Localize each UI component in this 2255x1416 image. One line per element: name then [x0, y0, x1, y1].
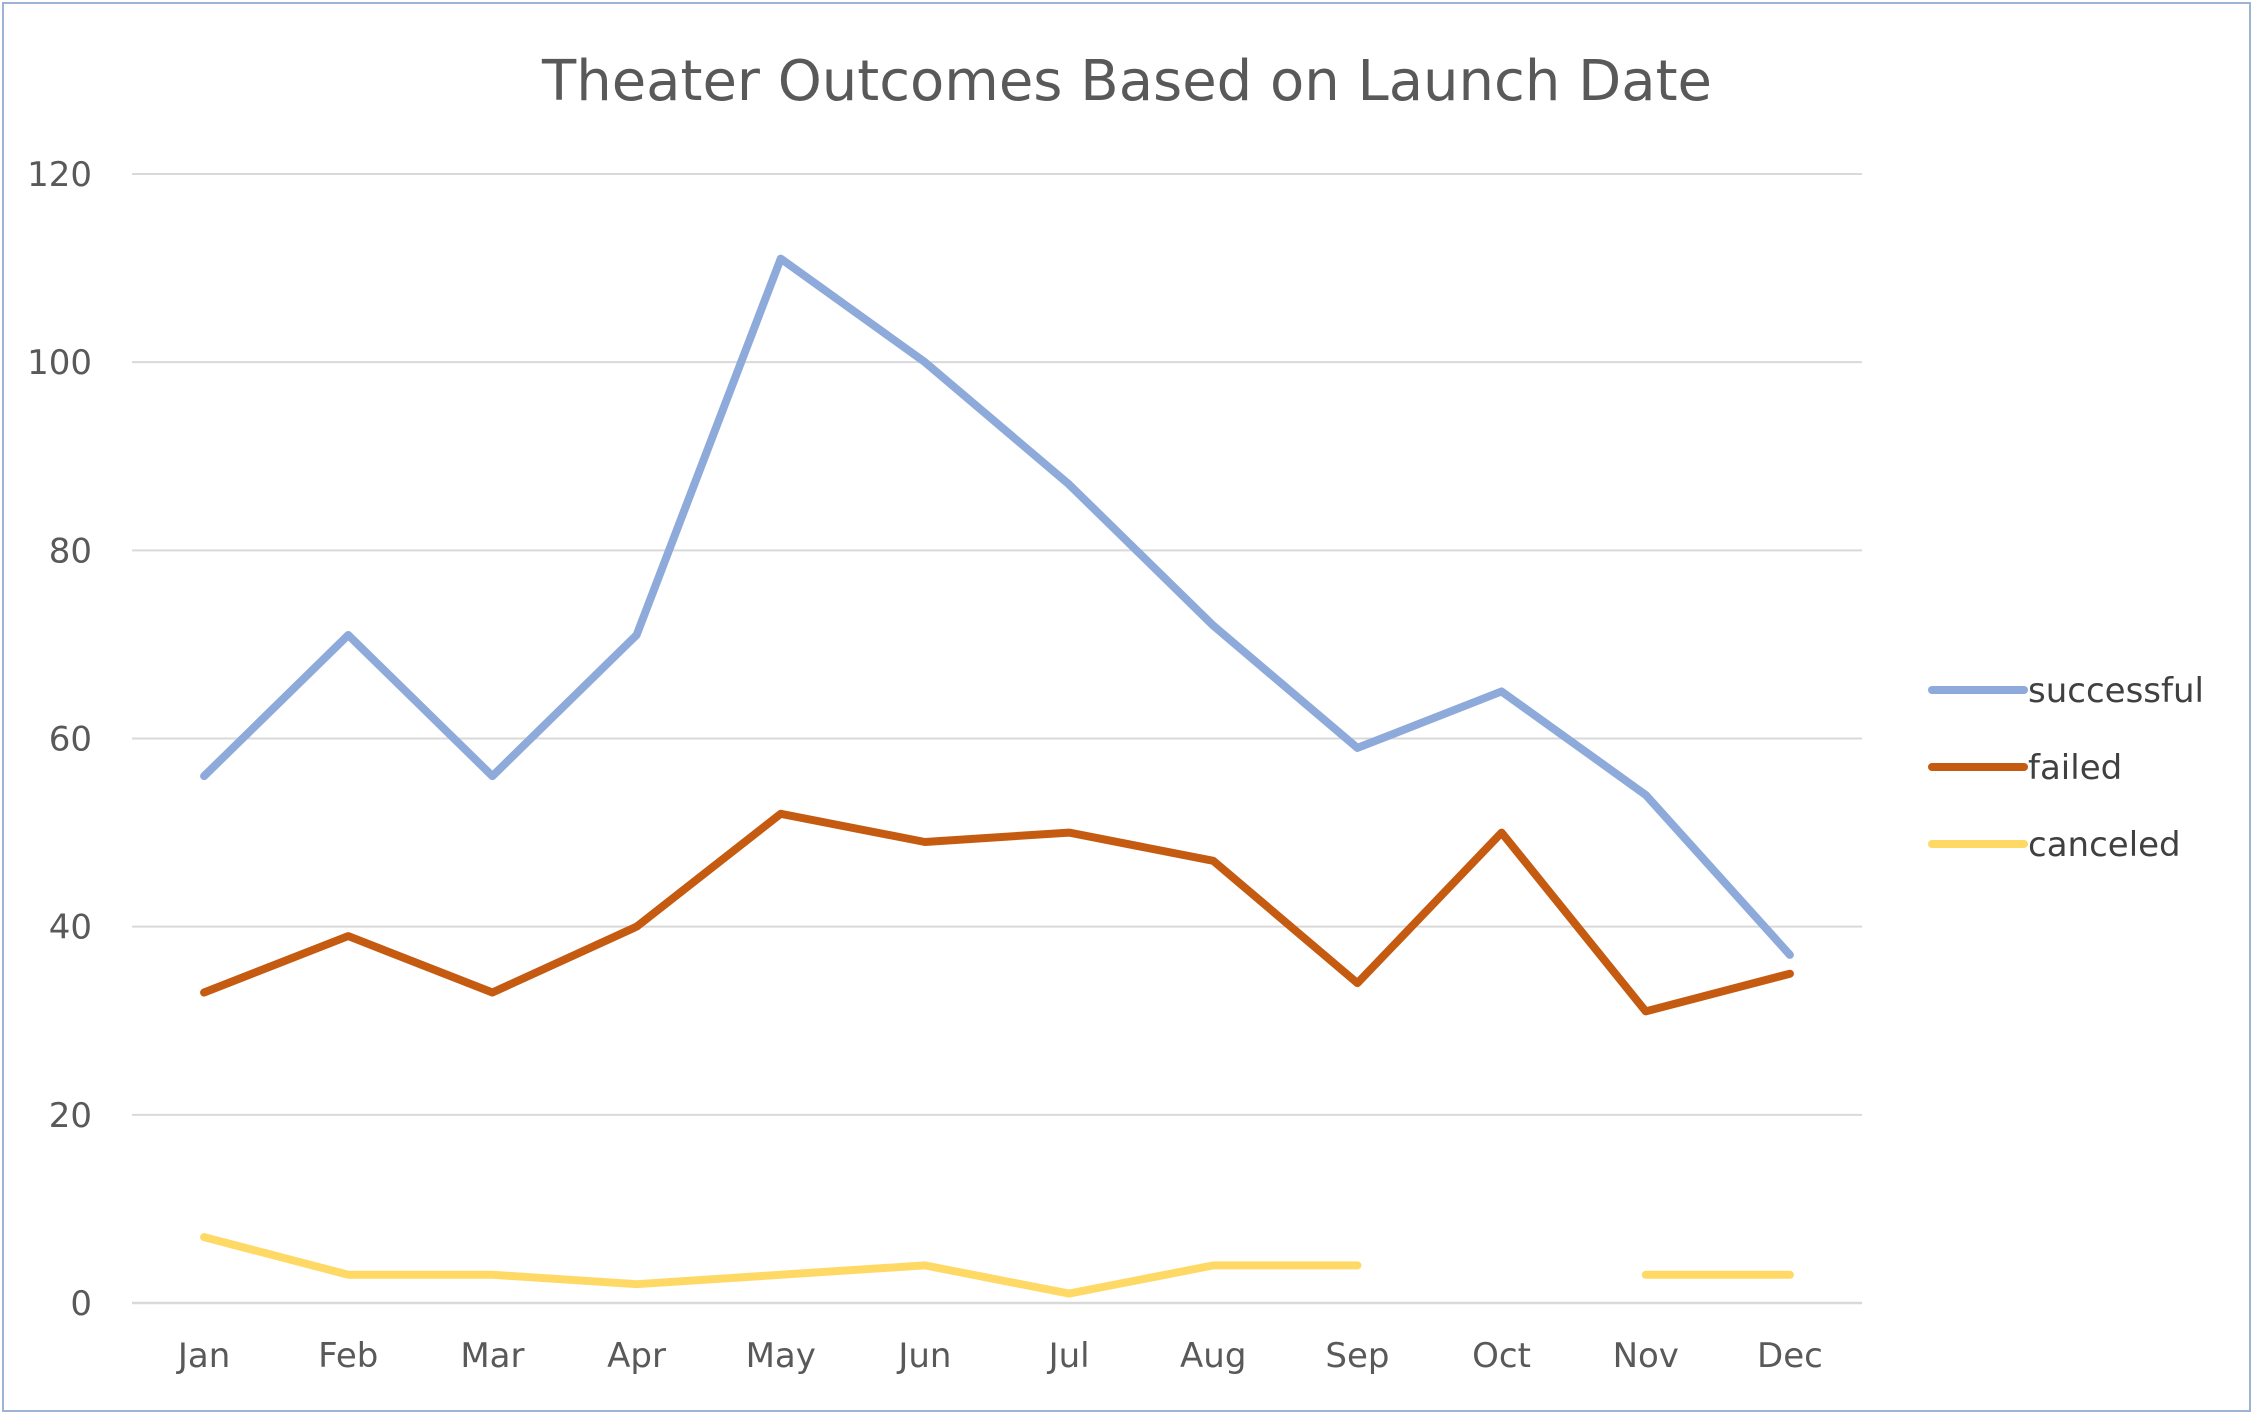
gridlines	[132, 173, 1862, 1305]
legend-label-failed: failed	[2028, 748, 2122, 788]
series-lines	[200, 254, 1794, 1298]
x-tick-label: Oct	[1472, 1336, 1531, 1376]
y-tick-label: 20	[49, 1096, 92, 1136]
series-line-successful	[200, 254, 1794, 959]
x-tick-label: Aug	[1180, 1336, 1246, 1376]
x-tick-label: Jun	[896, 1336, 951, 1376]
y-tick-label: 60	[49, 720, 92, 760]
x-tick-label: May	[746, 1336, 816, 1376]
y-tick-label: 100	[27, 343, 92, 383]
x-tick-label: Jan	[176, 1336, 230, 1376]
x-tick-label: Apr	[607, 1336, 666, 1376]
x-tick-label: Jul	[1047, 1336, 1090, 1376]
x-tick-label: Sep	[1325, 1336, 1389, 1376]
x-tick-label: Feb	[318, 1336, 378, 1376]
y-axis-ticks: 0 20 40 60 80 100 120	[27, 155, 92, 1324]
y-tick-label: 40	[49, 908, 92, 948]
y-tick-label: 80	[49, 531, 92, 571]
legend-label-canceled: canceled	[2028, 825, 2181, 865]
legend-label-successful: successful	[2028, 671, 2204, 711]
x-tick-label: Nov	[1613, 1336, 1679, 1376]
series-line-canceled	[200, 1233, 1362, 1298]
x-tick-label: Dec	[1757, 1336, 1823, 1376]
series-line-failed	[200, 809, 1794, 1016]
y-tick-label: 0	[70, 1284, 92, 1324]
y-tick-label: 120	[27, 155, 92, 195]
x-tick-label: Mar	[460, 1336, 524, 1376]
x-axis-ticks: Jan Feb Mar Apr May Jun Jul Aug Sep Oct Nov Dec	[176, 1336, 1823, 1376]
legend: successful failed canceled	[1928, 671, 2204, 865]
chart-title: Theater Outcomes Based on Launch Date	[541, 49, 1712, 114]
